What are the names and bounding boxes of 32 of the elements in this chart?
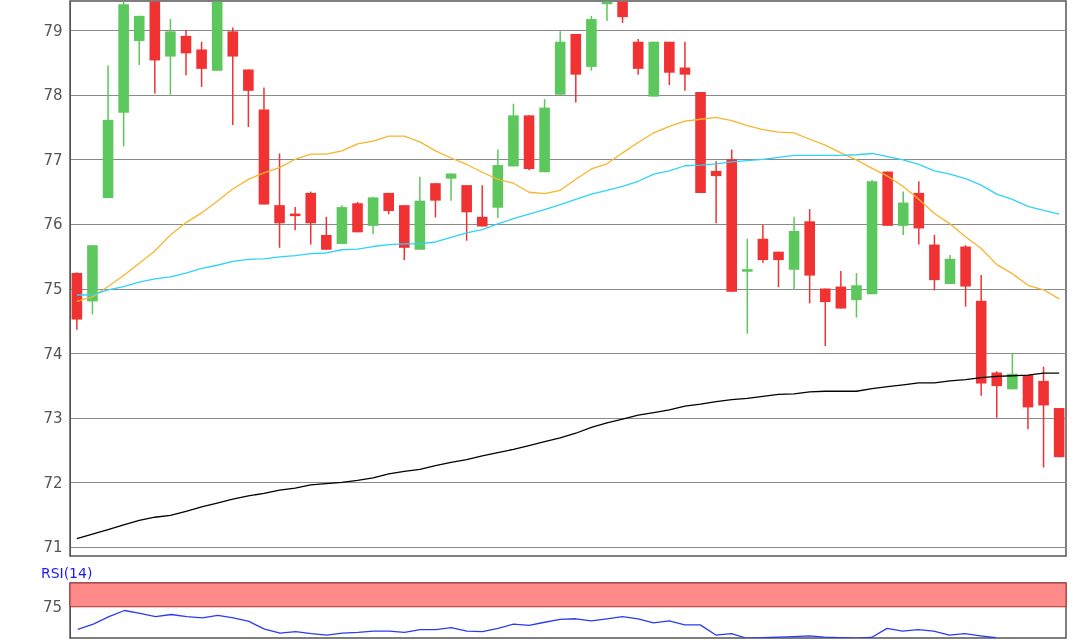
- candlestick: [835, 270, 847, 310]
- candlestick: [991, 370, 1003, 419]
- candlestick: [819, 287, 831, 347]
- candlestick: [321, 216, 332, 251]
- candlestick: [742, 238, 753, 335]
- candlestick: [1007, 352, 1018, 391]
- candlestick: [851, 272, 862, 319]
- y-tick-label: 79: [43, 21, 63, 40]
- line-series: [76, 116, 1060, 303]
- candlestick: [897, 190, 909, 236]
- candlestick: [710, 160, 722, 225]
- candlestick: [243, 68, 254, 128]
- candlestick: [430, 182, 441, 219]
- y-tick-label: 72: [43, 473, 63, 492]
- candlestick: [476, 184, 488, 228]
- candlestick: [757, 223, 769, 264]
- y-tick-label: 73: [43, 409, 63, 428]
- candlestick: [274, 152, 285, 249]
- candlestick: [679, 40, 691, 92]
- y-tick-label: 74: [43, 344, 63, 363]
- y-tick-label: 71: [43, 538, 63, 557]
- line-series: [76, 152, 1060, 296]
- y-tick-label: 75: [43, 280, 63, 299]
- y-tick-label: 78: [43, 86, 63, 105]
- y-tick-label: 76: [43, 215, 63, 234]
- candlestick: [180, 29, 192, 77]
- candlestick: [196, 40, 207, 88]
- candlestick: [773, 250, 784, 288]
- line-series: [76, 372, 1060, 540]
- y-tick-label: 77: [43, 150, 63, 169]
- chart-title: RSI(14): [40, 564, 93, 581]
- candlestick: [445, 172, 457, 202]
